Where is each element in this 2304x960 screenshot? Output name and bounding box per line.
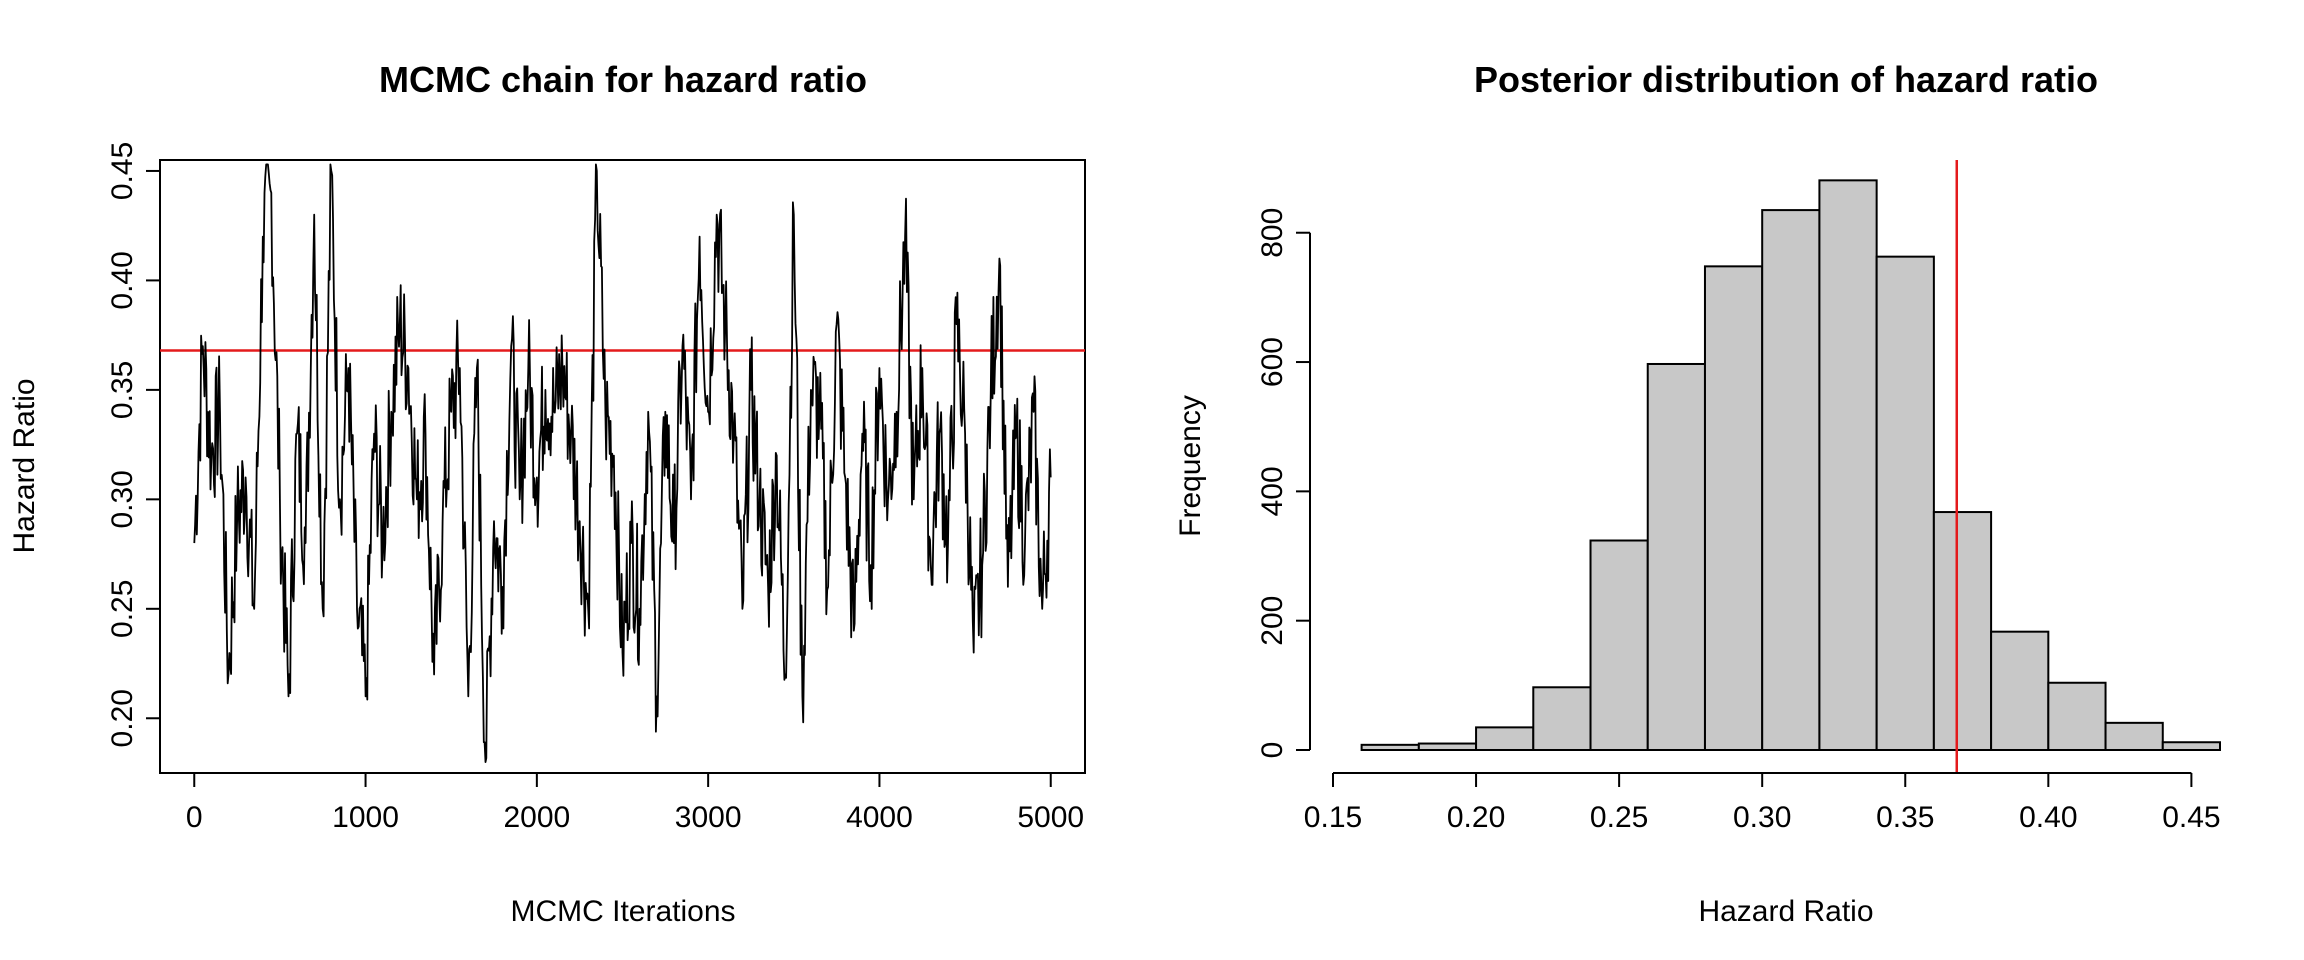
- histogram-y-axis-label: Frequency: [1174, 395, 1207, 537]
- histogram-bar: [1703, 265, 1764, 751]
- histogram-bar: [1761, 209, 1821, 751]
- histogram-bar: [2047, 681, 2107, 751]
- histogram-y-tick-label: 400: [1256, 466, 1289, 516]
- trace-series-line: [193, 163, 1052, 763]
- histogram-y-tick-label: 600: [1256, 337, 1289, 387]
- trace-x-tick-label: 3000: [675, 801, 742, 834]
- histogram-bar: [2104, 721, 2164, 752]
- trace-y-tick-label: 0.20: [106, 689, 139, 747]
- histogram-bar: [1818, 179, 1878, 752]
- histogram-title: Posterior distribution of hazard ratio: [1474, 59, 2098, 100]
- trace-plot-panel: MCMC chain for hazard ratio 0 1000 2000 300…: [8, 59, 1086, 928]
- trace-plot-title: MCMC chain for hazard ratio: [379, 59, 867, 100]
- trace-x-tick-label: 1000: [332, 801, 399, 834]
- histogram-x-axis-label: Hazard Ratio: [1698, 895, 1873, 928]
- trace-y-tick-label: 0.40: [106, 251, 139, 309]
- histogram-x-tick-label: 0.35: [1876, 801, 1934, 834]
- trace-x-tick-label: 0: [186, 801, 203, 834]
- trace-x-tick-label: 2000: [503, 801, 570, 834]
- histogram-x-tick-label: 0.15: [1304, 801, 1362, 834]
- histogram-panel: Posterior distribution of hazard ratio 0…: [1174, 59, 2221, 928]
- trace-x-tick-label: 5000: [1017, 801, 1084, 834]
- histogram-bar: [1589, 539, 1649, 751]
- histogram-bar: [1360, 743, 1420, 751]
- histogram-y-tick-label: 800: [1256, 208, 1289, 258]
- histogram-y-tick-label: 0: [1256, 742, 1289, 759]
- trace-y-tick-label: 0.45: [106, 142, 139, 200]
- trace-y-axis: 0.20 0.25 0.30 0.35 0.40 0.45: [106, 142, 160, 747]
- histogram-bar: [1875, 255, 1935, 751]
- histogram-x-tick-label: 0.40: [2019, 801, 2077, 834]
- histogram-x-tick-label: 0.20: [1447, 801, 1505, 834]
- histogram-bar: [2161, 741, 2221, 751]
- histogram-bars: [1360, 179, 2221, 752]
- trace-x-axis-label: MCMC Iterations: [510, 895, 735, 928]
- histogram-x-tick-label: 0.30: [1733, 801, 1791, 834]
- trace-y-tick-label: 0.25: [106, 580, 139, 638]
- histogram-bar: [1417, 742, 1478, 752]
- trace-y-tick-label: 0.35: [106, 361, 139, 419]
- histogram-bar: [1646, 362, 1706, 751]
- histogram-bar: [1475, 726, 1535, 752]
- histogram-x-tick-label: 0.45: [2162, 801, 2220, 834]
- histogram-x-axis: 0.15 0.20 0.25 0.30 0.35 0.40 0.45: [1304, 772, 2221, 834]
- trace-y-axis-label: Hazard Ratio: [8, 378, 41, 553]
- trace-x-tick-label: 4000: [846, 801, 913, 834]
- histogram-x-tick-label: 0.25: [1590, 801, 1648, 834]
- trace-y-tick-label: 0.30: [106, 470, 139, 528]
- trace-x-axis: 0 1000 2000 3000 4000 5000: [186, 773, 1084, 834]
- trace-plot-frame: [159, 159, 1086, 774]
- histogram-y-tick-label: 200: [1256, 596, 1289, 646]
- histogram-bar: [1990, 630, 2050, 752]
- histogram-bar: [1932, 511, 1993, 752]
- histogram-bar: [1532, 686, 1592, 752]
- histogram-y-axis: 0 200 400 600 800: [1256, 208, 1311, 759]
